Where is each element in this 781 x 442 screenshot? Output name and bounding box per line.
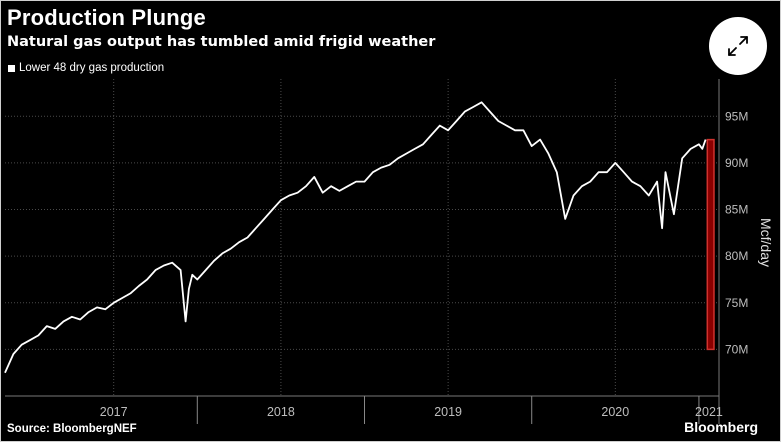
y-axis-title: Mcf/day	[758, 218, 774, 267]
expand-arrows-icon	[728, 36, 748, 56]
bloomberg-logo: Bloomberg	[684, 419, 758, 435]
x-tick-label: 2019	[434, 405, 462, 419]
y-tick-label: 75M	[725, 296, 748, 310]
x-tick-label: 2020	[601, 405, 629, 419]
y-tick-label: 85M	[725, 203, 748, 217]
legend: Lower 48 dry gas production	[8, 62, 164, 74]
x-tick-label: 2018	[267, 405, 295, 419]
expand-button[interactable]	[709, 17, 767, 75]
source-note: Source: BloombergNEF	[7, 423, 137, 435]
legend-swatch	[8, 64, 15, 72]
y-tick-label: 95M	[725, 109, 748, 123]
y-tick-label: 70M	[725, 342, 748, 356]
legend-label: Lower 48 dry gas production	[19, 62, 165, 74]
series-line	[4, 101, 707, 374]
x-tick-label: 2017	[100, 405, 128, 419]
x-tick-label: 2021	[695, 405, 723, 419]
plunge-highlight	[706, 138, 715, 351]
y-tick-label: 80M	[725, 249, 748, 263]
chart-subtitle: Natural gas output has tumbled amid frig…	[7, 34, 436, 50]
chart-title: Production Plunge	[7, 5, 206, 30]
y-tick-label: 90M	[725, 156, 748, 170]
